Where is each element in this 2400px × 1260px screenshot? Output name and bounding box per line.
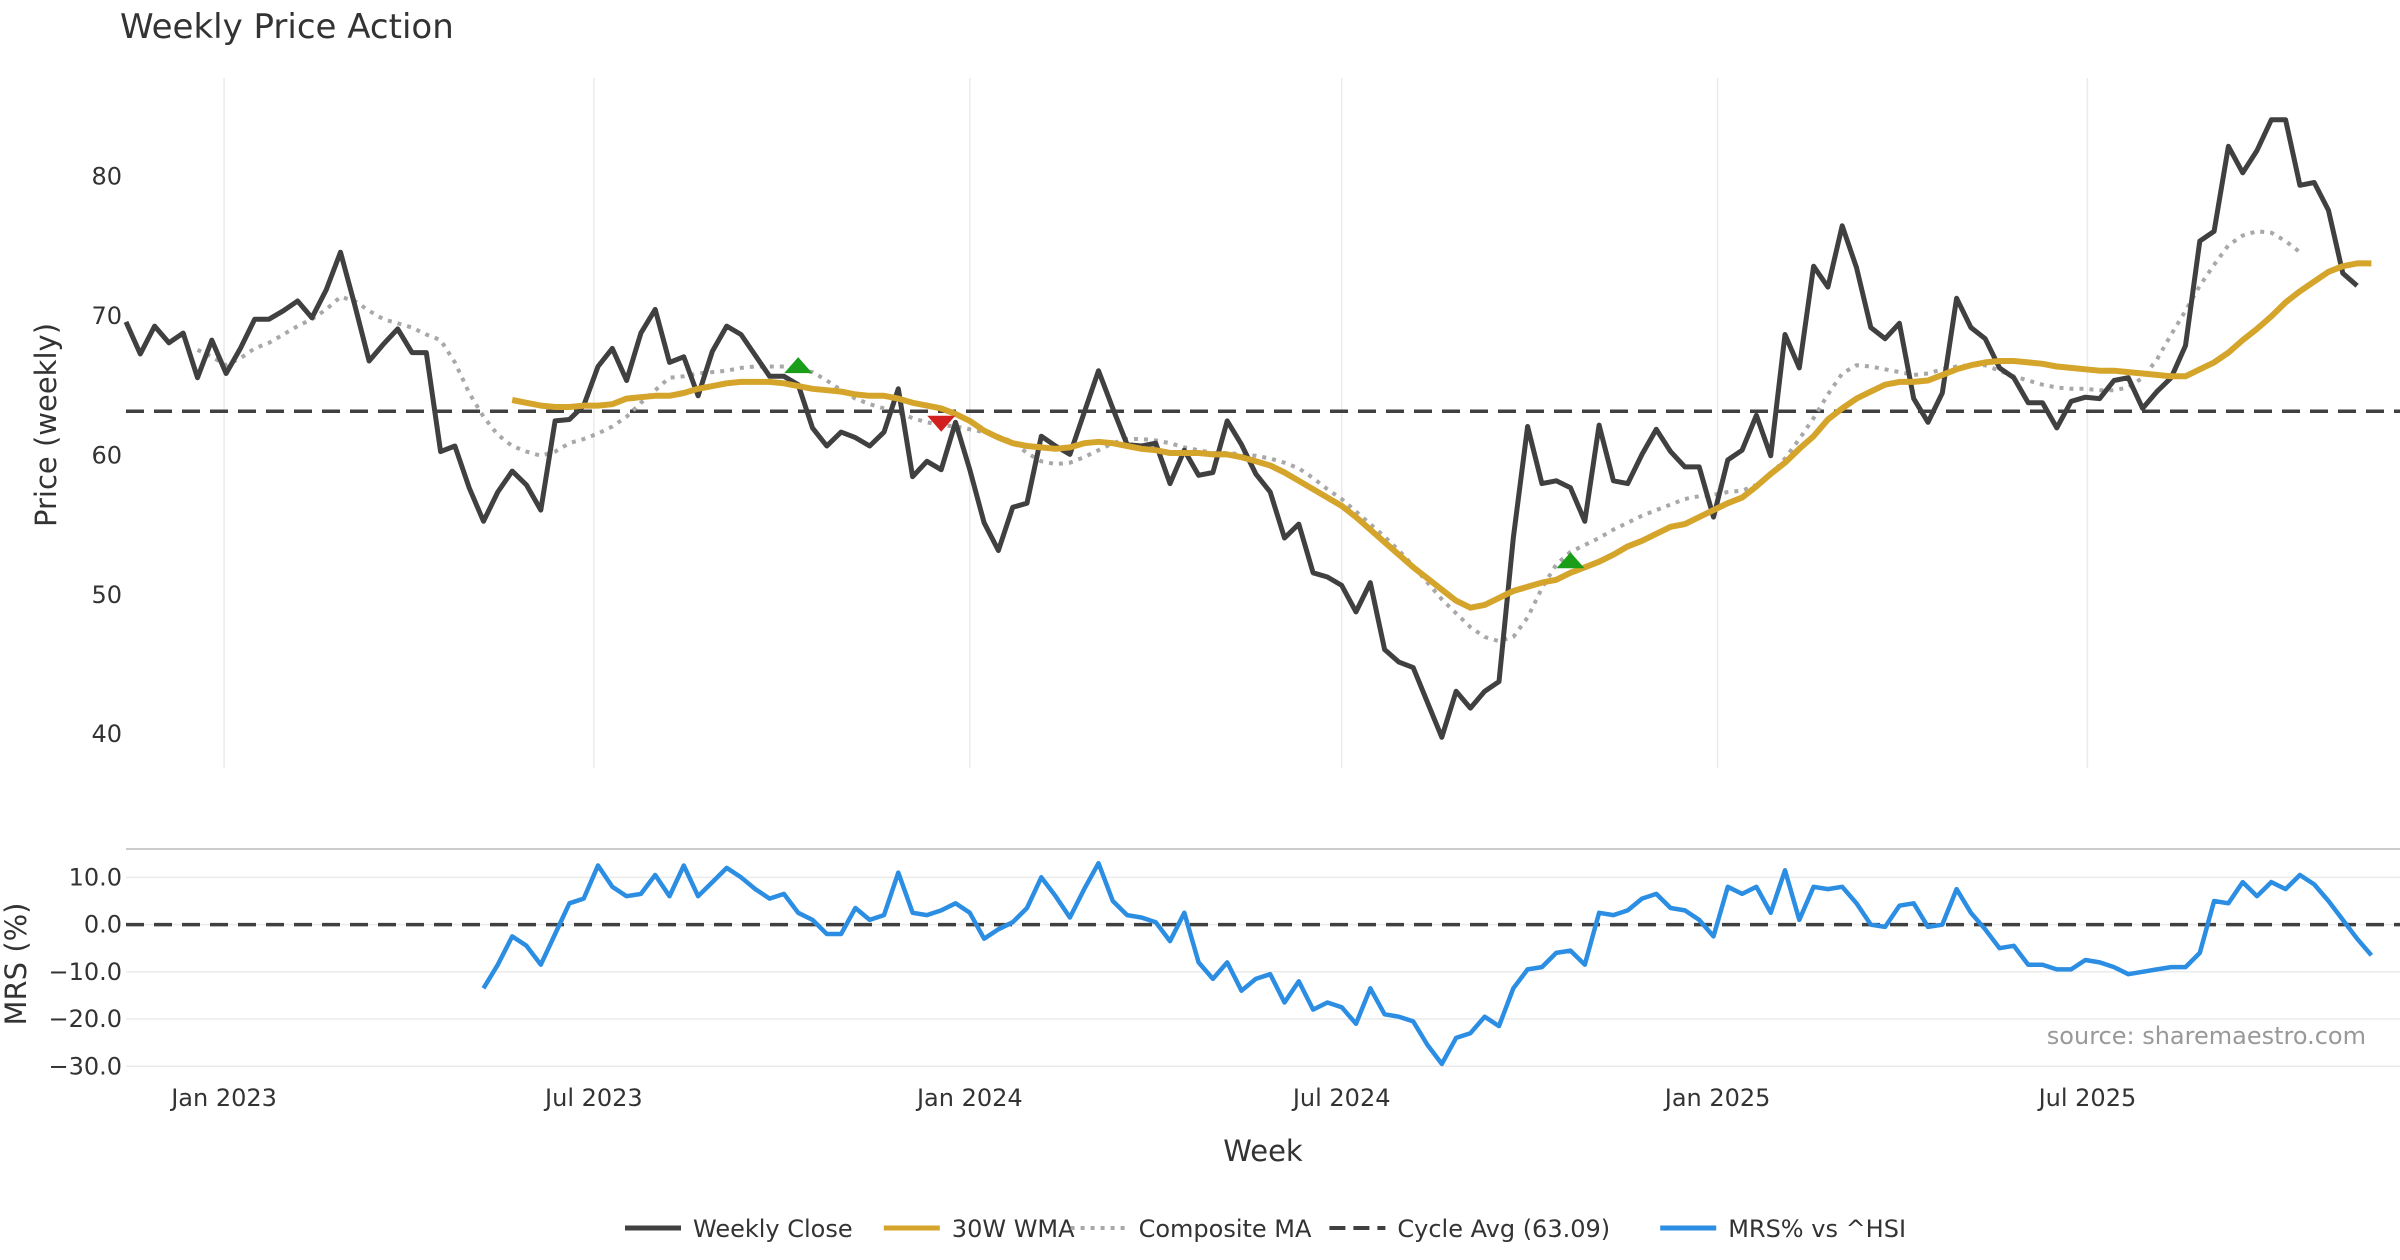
x-tick-label: Jan 2025 bbox=[1663, 1084, 1771, 1112]
series-weekly-close bbox=[123, 117, 2359, 740]
buy-signal-marker bbox=[784, 357, 813, 374]
series-composite-ma bbox=[196, 229, 2302, 644]
buy-signal-marker bbox=[1556, 552, 1585, 569]
x-tick-label: Jul 2025 bbox=[2037, 1084, 2137, 1112]
x-tick-label: Jul 2023 bbox=[543, 1084, 643, 1112]
legend-label: Cycle Avg (63.09) bbox=[1397, 1215, 1610, 1243]
legend-label: Composite MA bbox=[1139, 1215, 1312, 1243]
top-y-tick-label: 50 bbox=[91, 581, 122, 609]
legend: Weekly Close 30W WMA Composite MA Cycle Avg… bbox=[625, 1215, 1906, 1243]
bottom-y-tick-label: −10.0 bbox=[48, 958, 122, 986]
x-tick-label: Jul 2024 bbox=[1291, 1084, 1391, 1112]
top-panel-gridlines bbox=[223, 78, 2089, 768]
y-axis-label-price: Price (weekly) bbox=[29, 323, 63, 527]
top-y-tick-labels: 40 50 60 70 80 bbox=[91, 163, 122, 749]
top-y-tick-label: 60 bbox=[91, 441, 122, 469]
x-tick-labels: Jan 2023 Jul 2023 Jan 2024 Jul 2024 Jan 2025… bbox=[169, 1084, 2136, 1112]
top-y-tick-label: 40 bbox=[91, 720, 122, 748]
legend-label: 30W WMA bbox=[952, 1215, 1075, 1243]
x-axis-label: Week bbox=[1223, 1134, 1303, 1168]
source-note: source: sharemaestro.com bbox=[2047, 1022, 2366, 1050]
chart-title: Weekly Price Action bbox=[120, 7, 454, 47]
legend-label: Weekly Close bbox=[693, 1215, 853, 1243]
top-y-tick-label: 80 bbox=[91, 163, 122, 191]
top-y-tick-label: 70 bbox=[91, 302, 122, 330]
sell-signal-marker bbox=[927, 415, 956, 432]
bottom-y-tick-label: −20.0 bbox=[48, 1005, 122, 1033]
bottom-y-tick-labels: −30.0 −20.0 −10.0 0.0 10.0 bbox=[48, 863, 122, 1080]
x-tick-label: Jan 2024 bbox=[915, 1084, 1023, 1112]
y-axis-label-mrs: MRS (%) bbox=[0, 903, 33, 1026]
series-30w-wma bbox=[511, 260, 2372, 611]
series-layer bbox=[123, 117, 2400, 1067]
bottom-y-tick-label: 10.0 bbox=[69, 863, 122, 891]
legend-label: MRS% vs ^HSI bbox=[1728, 1215, 1906, 1243]
bottom-y-tick-label: 0.0 bbox=[84, 911, 122, 939]
x-tick-label: Jan 2023 bbox=[169, 1084, 277, 1112]
series-mrs-vs-hsi bbox=[481, 860, 2374, 1067]
bottom-y-tick-label: −30.0 bbox=[48, 1052, 122, 1080]
signal-markers bbox=[784, 357, 1585, 569]
